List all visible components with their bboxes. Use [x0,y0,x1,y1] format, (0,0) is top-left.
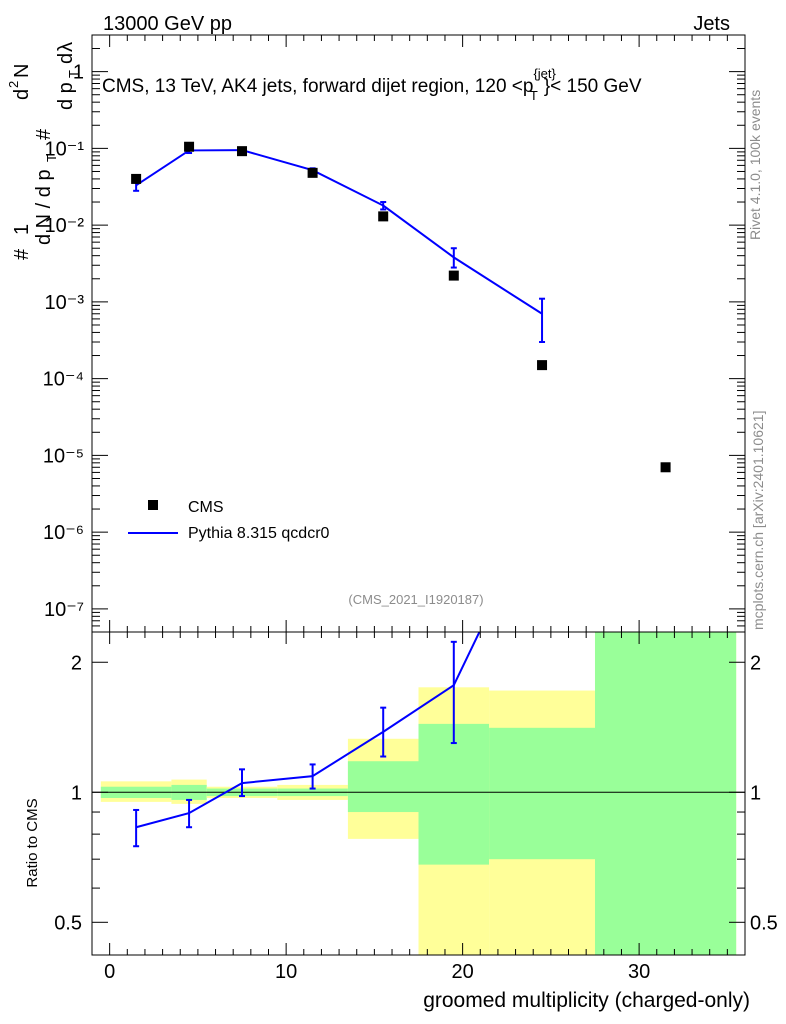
main-title: CMS, 13 TeV, AK4 jets, forward dijet reg… [102,66,642,103]
cms-data-point [307,167,318,178]
cms-data-point [184,141,195,152]
ratio-series-group [133,632,481,848]
svg-text:d: d [55,53,77,64]
pythia-line [135,149,543,315]
y-tick-label: 10⁻² [45,215,85,237]
ratio-band-green [489,727,595,860]
x-axis-label: groomed multiplicity (charged-only) [423,989,750,1012]
y-tick-label: 10⁻⁶ [43,522,84,544]
analysis-watermark: (CMS_2021_I1920187) [348,592,483,607]
svg-text:N: N [11,64,33,78]
y-tick-label: 10⁻⁴ [43,369,84,391]
cms-data-point [660,462,671,473]
mcplots-source-label: mcplots.cern.ch [arXiv:2401.10621] [750,411,766,630]
cms-data-point [237,146,248,157]
x-tick-label: 0 [104,961,115,983]
svg-text:T: T [44,154,59,162]
energy-label: 13000 GeV pp [103,13,232,35]
y-tick-label: 10⁻¹ [45,138,85,160]
cms-data-point [131,173,142,184]
cms-data-point [448,270,459,281]
x-tick-label: 10 [275,961,297,983]
legend-label-pythia: Pythia 8.315 qcdcr0 [188,525,330,542]
y-tick-label: 10⁻³ [45,292,85,314]
ratio-y-tick-label-left: 2 [71,652,82,674]
cms-data-point [537,360,548,371]
svg-text:#: # [33,128,55,140]
x-tick-label: 30 [628,961,650,983]
ratio-y-tick-label-right: 2 [750,652,761,674]
ratio-band-green [347,761,419,813]
svg-text:d N / d p: d N / d p [33,169,55,245]
main-ylabel: # 1 d N / d p T # d 2 N d p T d λ [6,42,81,260]
ratio-ylabel: Ratio to CMS [24,798,41,887]
ratio-panel-frame [91,631,746,956]
ratio-band-green [418,723,490,865]
process-label: Jets [693,13,730,35]
svg-text:d p: d p [55,82,77,110]
y-tick-label: 10⁻⁵ [43,445,84,467]
ratio-y-tick-label-right: 0.5 [750,912,778,934]
svg-text:2: 2 [6,81,21,88]
main-panel-frame [91,34,746,633]
ratio-band-green [594,632,737,955]
svg-text:#: # [11,248,33,260]
ratio-y-tick-label-right: 1 [750,782,761,804]
legend-marker-cms [148,500,158,510]
cms-data-point [378,211,389,222]
ratio-y-tick-label-left: 0.5 [54,912,82,934]
ratio-y-tick-label-left: 1 [71,782,82,804]
y-tick-label: 10⁻⁷ [44,599,84,621]
svg-text:d: d [11,89,33,100]
svg-text:1: 1 [11,224,33,235]
y-tick-label: 1 [73,62,84,84]
legend-label-cms: CMS [188,499,224,516]
x-tick-label: 20 [451,961,473,983]
svg-text:T: T [66,70,81,78]
svg-text:λ: λ [55,42,77,52]
rivet-version-label: Rivet 4.1.0, 100k events [747,90,763,240]
